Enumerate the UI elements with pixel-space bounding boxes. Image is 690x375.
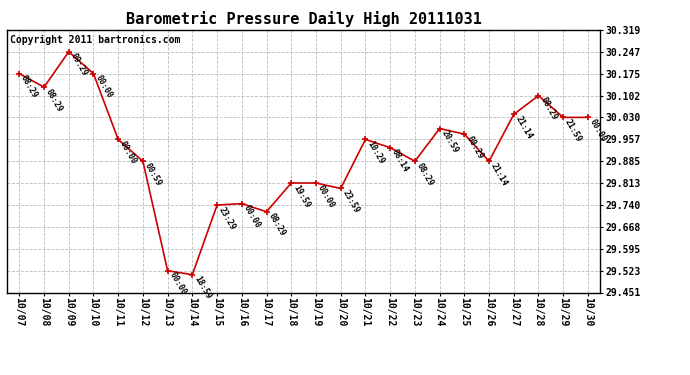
Text: 00:59: 00:59: [143, 161, 163, 188]
Text: 00:00: 00:00: [93, 74, 114, 100]
Text: 10:29: 10:29: [366, 140, 386, 166]
Title: Barometric Pressure Daily High 20111031: Barometric Pressure Daily High 20111031: [126, 12, 482, 27]
Text: 21:14: 21:14: [489, 161, 509, 188]
Text: 00:00: 00:00: [588, 117, 608, 144]
Text: 08:29: 08:29: [415, 161, 435, 188]
Text: 21:14: 21:14: [514, 114, 534, 141]
Text: 00:00: 00:00: [241, 204, 262, 230]
Text: 08:29: 08:29: [44, 87, 64, 113]
Text: 00:00: 00:00: [118, 140, 139, 166]
Text: 19:59: 19:59: [291, 183, 311, 209]
Text: 20:59: 20:59: [440, 129, 460, 155]
Text: 23:59: 23:59: [341, 189, 361, 214]
Text: Copyright 2011 bartronics.com: Copyright 2011 bartronics.com: [10, 35, 180, 45]
Text: 08:14: 08:14: [390, 148, 411, 174]
Text: 08:29: 08:29: [266, 212, 287, 238]
Text: 08:29: 08:29: [19, 74, 39, 100]
Text: 00:00: 00:00: [316, 183, 336, 209]
Text: 00:00: 00:00: [168, 271, 188, 297]
Text: 18:59: 18:59: [193, 274, 213, 301]
Text: 23:29: 23:29: [217, 205, 237, 231]
Text: 00:29: 00:29: [464, 134, 484, 160]
Text: 08:29: 08:29: [538, 96, 559, 122]
Text: 09:29: 09:29: [69, 52, 89, 78]
Text: 21:59: 21:59: [563, 117, 584, 144]
